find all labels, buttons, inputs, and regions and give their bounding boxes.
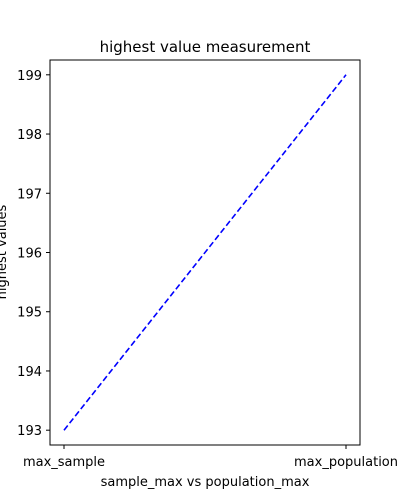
y-tick-label: 193	[17, 424, 42, 439]
x-tick-label: max_sample	[23, 455, 105, 470]
series-line	[63, 74, 347, 431]
x-axis: max_sample max_population	[23, 445, 398, 470]
y-tick-label: 196	[17, 247, 42, 262]
y-tick-label: 194	[17, 365, 42, 380]
y-tick-label: 195	[17, 306, 42, 321]
y-axis-label: highest values	[0, 204, 10, 299]
x-axis-label: sample_max vs population_max	[101, 475, 310, 490]
y-tick-label: 198	[17, 128, 42, 143]
y-axis: 193 194 195 196 197 198 199	[17, 69, 50, 439]
series-layer	[63, 74, 347, 431]
y-tick-label: 197	[17, 187, 42, 202]
x-tick-label: max_population	[294, 455, 398, 470]
chart-title: highest value measurement	[100, 38, 311, 56]
y-tick-label: 199	[17, 69, 42, 84]
